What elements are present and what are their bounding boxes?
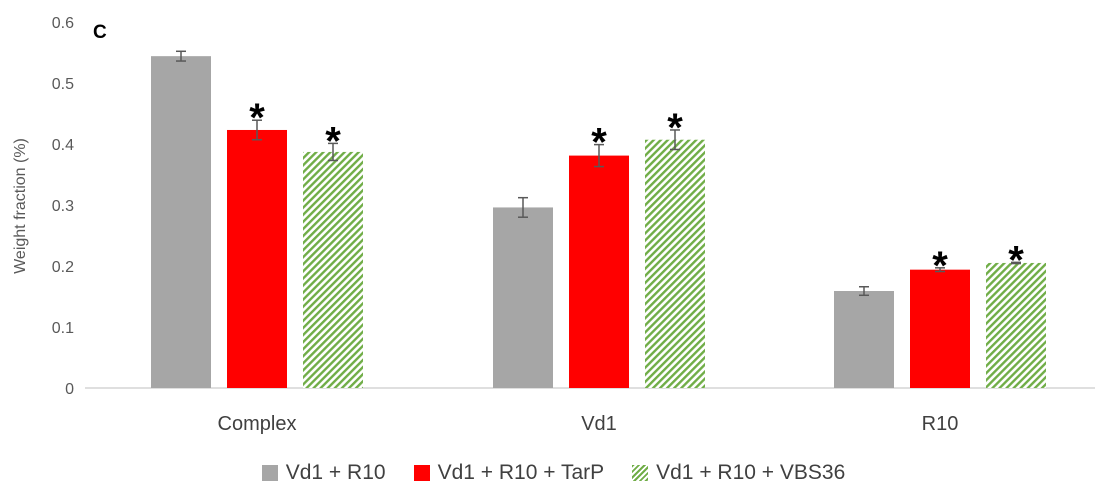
y-axis-title: Weight fraction (%): [12, 138, 29, 274]
legend-swatch-hatch: [632, 465, 649, 481]
legend-label: Vd1 + R10: [285, 461, 386, 484]
significance-asterisk: *: [325, 119, 341, 163]
bar-complex-series-1: [151, 56, 211, 388]
error-bar: [518, 196, 528, 218]
category-label: Complex: [218, 413, 297, 435]
error-bar: [176, 50, 186, 62]
error-bar: [328, 142, 338, 162]
legend-label: Vd1 + R10 + VBS36: [656, 461, 846, 484]
bar-vd1-series-1: [493, 207, 553, 388]
category-labels: Complex Vd1 R10: [218, 413, 959, 435]
y-tick-label: 0.1: [52, 320, 74, 337]
y-tick-label: 0.2: [52, 259, 74, 276]
significance-asterisk: *: [932, 244, 948, 288]
category-label: R10: [922, 413, 959, 435]
error-bar: [1011, 261, 1021, 265]
error-bar: [252, 119, 262, 141]
bar-r10-series-2: [910, 269, 970, 388]
legend-swatch-gray: [261, 465, 278, 481]
error-bar: [935, 267, 945, 273]
legend-label: Vd1 + R10 + TarP: [437, 461, 605, 484]
legend: Vd1 + R10 Vd1 + R10 + TarP Vd1 + R10 + V…: [0, 455, 1107, 491]
category-label: Vd1: [581, 413, 617, 435]
y-tick-label: 0.5: [52, 76, 74, 93]
bar-r10-series-1: [834, 291, 894, 388]
significance-asterisk: *: [667, 106, 683, 150]
y-tick-label: 0: [65, 381, 74, 398]
legend-item-vd1-r10-tarp: Vd1 + R10 + TarP: [413, 461, 605, 485]
error-bar: [594, 143, 604, 168]
bar-chart: C Weight fraction (%) 0 0.1 0.2 0.3 0.4 0.5 0.…: [12, 15, 1095, 435]
legend-item-vd1-r10: Vd1 + R10: [261, 461, 386, 485]
panel-label: C: [93, 22, 107, 43]
significance-asterisk: *: [591, 121, 607, 165]
legend-item-vd1-r10-vbs36: Vd1 + R10 + VBS36: [632, 461, 845, 485]
bar-complex-series-2: [227, 129, 287, 388]
error-bar: [859, 285, 869, 297]
y-tick-label: 0.3: [52, 198, 74, 215]
bar-vd1-series-3: [645, 139, 705, 388]
significance-asterisk: *: [1008, 238, 1024, 282]
bar-complex-series-3: [303, 151, 363, 388]
y-tick-label: 0.4: [52, 137, 74, 154]
bar-vd1-series-2: [569, 155, 629, 388]
y-tick-label: 0.6: [52, 15, 74, 32]
bars: * * * * * *: [151, 50, 1046, 388]
significance-asterisk: *: [249, 96, 265, 140]
error-bar: [670, 129, 680, 151]
bar-r10-series-3: [986, 262, 1046, 388]
y-axis-ticks: 0 0.1 0.2 0.3 0.4 0.5 0.6: [52, 15, 74, 398]
legend-swatch-red: [413, 465, 430, 481]
